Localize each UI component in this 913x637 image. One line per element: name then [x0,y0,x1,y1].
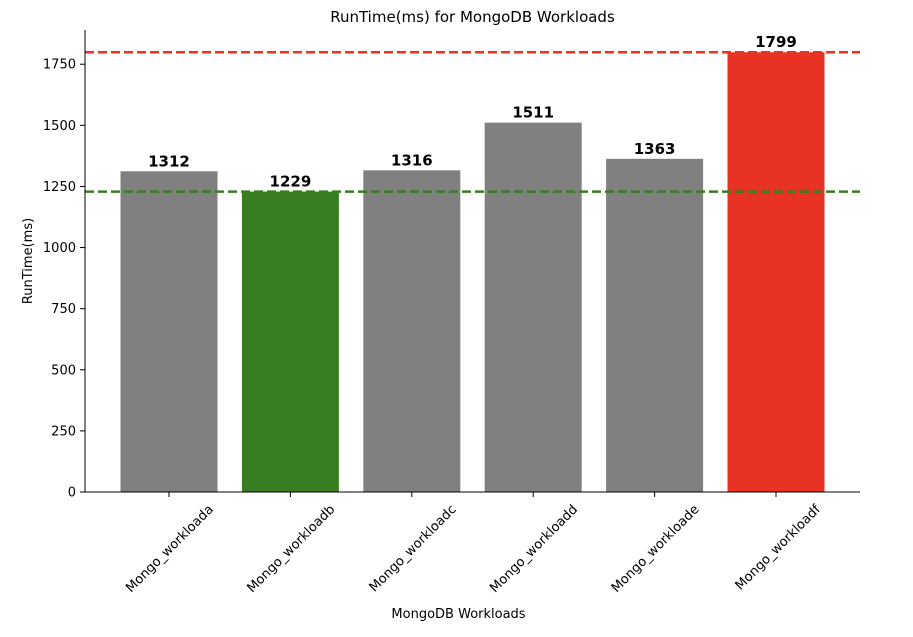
bar [363,170,461,493]
x-tick-label: Mongo_workloadf [733,502,824,593]
y-axis-label: RunTime(ms) [21,218,36,304]
x-tick-label: Mongo_workloadd [487,502,581,596]
bar [606,158,704,493]
bar-value-label: 1316 [391,151,433,169]
bar [241,191,339,493]
bar [484,122,582,493]
x-tick-label: Mongo_workloade [609,502,703,596]
y-tick-label: 250 [51,424,76,439]
y-tick-label: 0 [68,486,76,501]
bar-value-label: 1511 [512,104,554,122]
bar-value-label: 1312 [148,152,190,170]
y-tick-label: 1750 [43,58,76,73]
x-axis-label: MongoDB Workloads [391,607,525,622]
bar-value-label: 1799 [755,33,797,51]
bar-value-label: 1229 [270,173,312,191]
plot-area: 1312 1229 1316 1511 1363 1799 0 250 500 750 1000 12… [43,30,860,596]
chart-title: RunTime(ms) for MongoDB Workloads [330,8,615,26]
y-tick-label: 500 [51,363,76,378]
bar [120,171,218,493]
x-tick-label: Mongo_workloadb [244,502,338,596]
y-tick-label: 750 [51,302,76,317]
x-tick-label: Mongo_workloada [123,502,217,596]
y-tick-label: 1250 [43,180,76,195]
y-tick-label: 1000 [43,241,76,256]
y-tick-label: 1500 [43,119,76,134]
bar [727,52,825,492]
x-tick-label: Mongo_workloadc [367,502,460,595]
bar-value-label: 1363 [634,140,676,158]
